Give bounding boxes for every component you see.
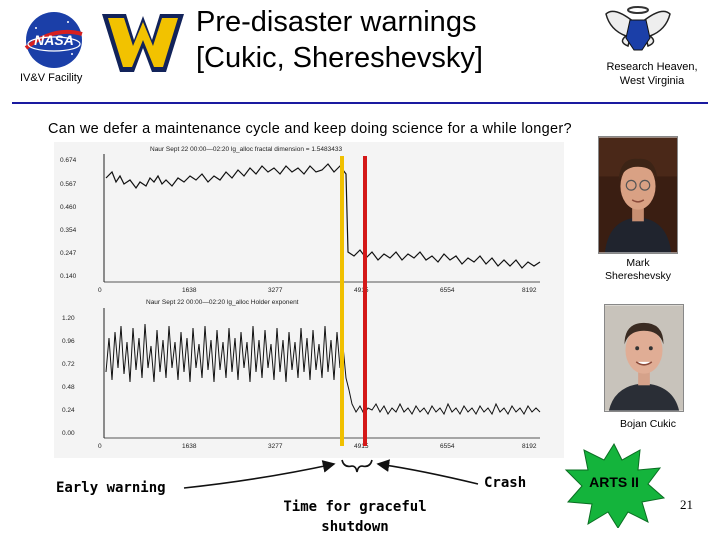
top-x-tick: 4915	[354, 287, 369, 294]
graceful-shutdown-label: Time for graceful shutdown	[270, 497, 440, 537]
top-plot-caption: Naur Sept 22 00:00—02:20 lg_alloc fracta…	[150, 146, 342, 153]
mark-caption-line-1: Mark	[626, 257, 650, 269]
bottom-x-tick: 0	[98, 443, 102, 450]
top-y-tick: 0.354	[60, 227, 77, 234]
top-x-tick: 8192	[522, 287, 537, 294]
rh-line-1: Research Heaven,	[606, 61, 698, 73]
bojan-cukic-photo	[604, 304, 684, 412]
bottom-y-tick: 0.48	[62, 384, 75, 391]
bottom-x-tick: 6554	[440, 443, 455, 450]
ivv-facility-caption: IV&V Facility	[20, 72, 83, 84]
graceful-line-1: Time for graceful	[283, 499, 427, 515]
bottom-y-tick: 0.00	[62, 430, 75, 437]
top-y-tick: 0.567	[60, 181, 77, 188]
page-number: 21	[680, 497, 693, 512]
bottom-plot-trace	[105, 323, 541, 416]
title-line-1: Pre-disaster warnings	[196, 6, 477, 38]
arts-ii-label: ARTS II	[589, 474, 639, 490]
mark-shereshevsky-caption: Mark Shereshevsky	[588, 257, 688, 283]
bottom-plot-y-ticks: 1.20 0.96 0.72 0.48 0.24 0.00	[62, 315, 75, 437]
header-divider	[12, 102, 708, 104]
mark-caption-line-2: Shereshevsky	[605, 270, 671, 282]
arts-ii-badge	[564, 442, 666, 528]
research-heaven-logo	[605, 6, 671, 51]
title-line-2: [Cukic, Shereshevsky]	[196, 42, 483, 74]
top-x-tick: 1638	[182, 287, 197, 294]
bottom-x-tick: 8192	[522, 443, 537, 450]
bojan-cukic-caption: Bojan Cukic	[619, 418, 677, 430]
top-x-tick: 6554	[440, 287, 455, 294]
top-y-tick: 0.460	[60, 204, 77, 211]
top-plot-y-ticks: 0.674 0.567 0.460 0.354 0.247 0.140	[60, 157, 77, 280]
nasa-logo-text: NASA	[34, 32, 74, 48]
early-warning-label: Early warning	[56, 480, 166, 496]
question-text: Can we defer a maintenance cycle and kee…	[48, 121, 572, 137]
bottom-y-tick: 0.96	[62, 338, 75, 345]
bottom-x-tick: 4915	[354, 443, 369, 450]
wvu-logo	[102, 14, 184, 72]
top-plot-trace	[105, 163, 541, 269]
bottom-plot-x-ticks: 0 1638 3277 4915 6554 8192	[98, 443, 537, 450]
bottom-x-tick: 3277	[268, 443, 283, 450]
bottom-y-tick: 0.24	[62, 407, 75, 414]
slide-title: Pre-disaster warnings [Cukic, Shereshevs…	[196, 4, 576, 76]
graceful-brace	[341, 459, 373, 473]
scanned-plots: Naur Sept 22 00:00—02:20 lg_alloc fracta…	[54, 142, 564, 458]
crash-label: Crash	[484, 475, 527, 491]
top-y-tick: 0.674	[60, 157, 77, 164]
early-warning-arrow	[183, 460, 336, 489]
mark-shereshevsky-photo	[598, 136, 678, 254]
crash-arrow	[376, 459, 479, 485]
top-y-tick: 0.140	[60, 273, 77, 280]
rh-line-2: West Virginia	[619, 75, 685, 87]
nasa-logo: NASA	[24, 12, 83, 68]
graceful-line-2: shutdown	[321, 519, 389, 535]
bottom-y-tick: 0.72	[62, 361, 75, 368]
bottom-y-tick: 1.20	[62, 315, 75, 322]
bottom-x-tick: 1638	[182, 443, 197, 450]
bottom-plot-caption: Naur Sept 22 00:00—02:20 lg_alloc Holder…	[146, 299, 299, 306]
top-x-tick: 0	[98, 287, 102, 294]
top-y-tick: 0.247	[60, 250, 77, 257]
top-x-tick: 3277	[268, 287, 283, 294]
research-heaven-caption: Research Heaven, West Virginia	[584, 60, 720, 88]
top-plot-x-ticks: 0 1638 3277 4915 6554 8192	[98, 287, 537, 294]
